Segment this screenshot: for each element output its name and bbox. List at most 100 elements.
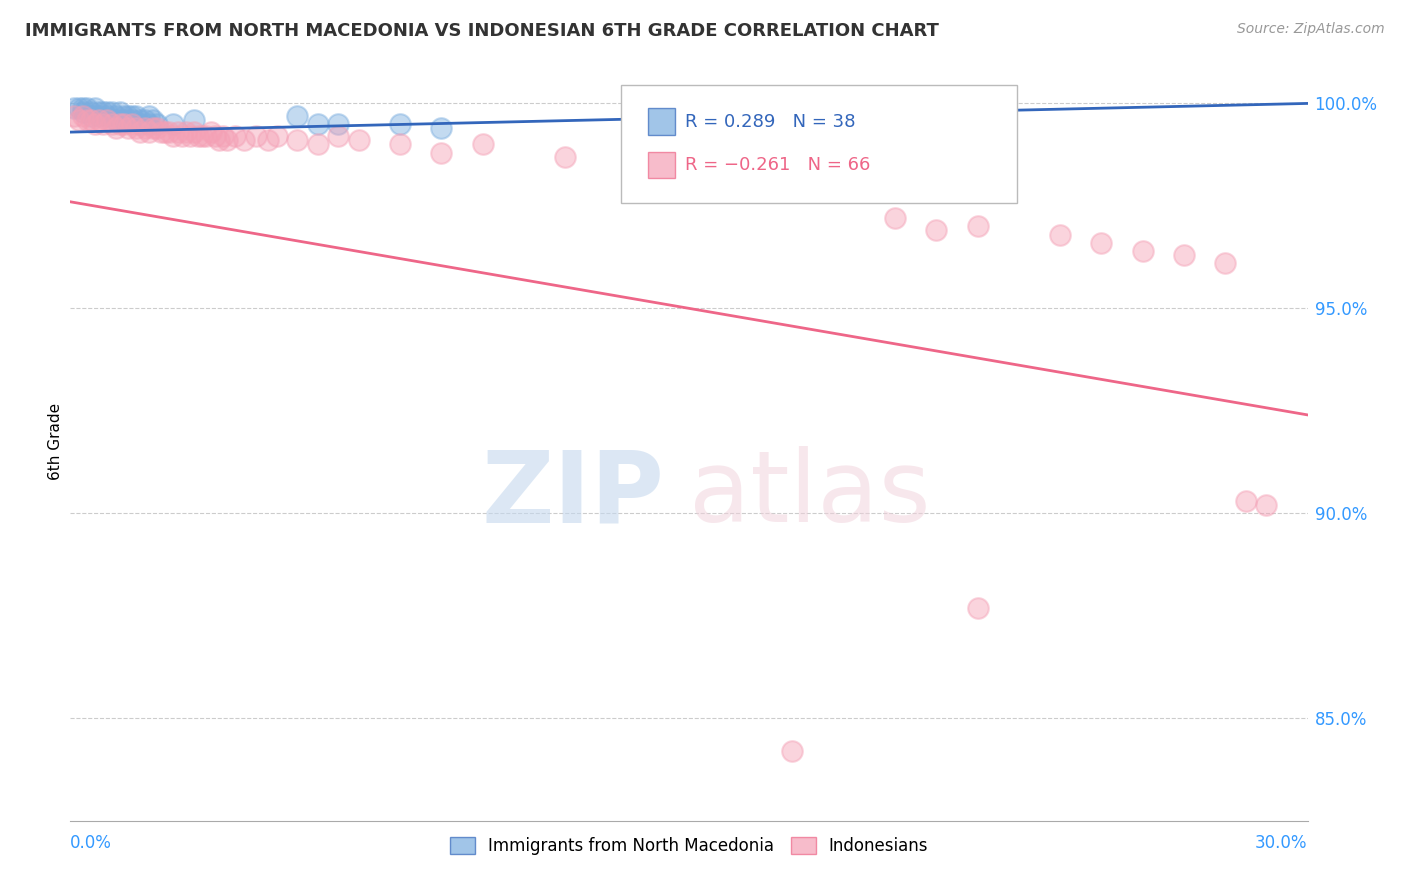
Point bbox=[104, 112, 127, 127]
Text: R = −0.261   N = 66: R = −0.261 N = 66 bbox=[685, 156, 870, 174]
Point bbox=[142, 112, 165, 127]
Point bbox=[121, 117, 143, 131]
Point bbox=[96, 109, 118, 123]
Point bbox=[166, 125, 188, 139]
Point bbox=[200, 125, 222, 139]
Legend: Immigrants from North Macedonia, Indonesians: Immigrants from North Macedonia, Indones… bbox=[443, 830, 935, 862]
Point bbox=[162, 117, 184, 131]
Text: atlas: atlas bbox=[689, 446, 931, 543]
Point bbox=[129, 112, 152, 127]
FancyBboxPatch shape bbox=[648, 108, 675, 135]
Point bbox=[884, 211, 907, 226]
Point bbox=[96, 112, 118, 127]
Point bbox=[245, 129, 267, 144]
FancyBboxPatch shape bbox=[648, 152, 675, 178]
Point bbox=[91, 117, 114, 131]
Point bbox=[108, 104, 131, 119]
Point bbox=[285, 109, 308, 123]
Point bbox=[72, 104, 94, 119]
Point bbox=[104, 121, 127, 136]
Point bbox=[718, 145, 741, 160]
Point bbox=[89, 104, 111, 119]
Point bbox=[91, 104, 114, 119]
Point bbox=[157, 125, 180, 139]
Y-axis label: 6th Grade: 6th Grade bbox=[48, 403, 63, 480]
Point bbox=[925, 223, 948, 237]
Point bbox=[389, 137, 412, 152]
Point bbox=[637, 104, 659, 119]
Point bbox=[1090, 235, 1112, 250]
Point bbox=[63, 101, 86, 115]
Point bbox=[138, 117, 160, 131]
Point bbox=[142, 121, 165, 136]
Point bbox=[84, 101, 107, 115]
Point bbox=[117, 121, 139, 136]
Point bbox=[471, 137, 494, 152]
Point bbox=[212, 129, 235, 144]
Point bbox=[112, 109, 135, 123]
Point bbox=[1132, 244, 1154, 258]
Point bbox=[966, 600, 988, 615]
Point bbox=[187, 129, 209, 144]
Point bbox=[67, 112, 90, 127]
Point bbox=[72, 109, 94, 123]
Text: 30.0%: 30.0% bbox=[1256, 834, 1308, 852]
Point bbox=[150, 125, 173, 139]
Text: 0.0%: 0.0% bbox=[70, 834, 112, 852]
Point bbox=[146, 121, 169, 136]
Point bbox=[257, 133, 280, 147]
Point bbox=[328, 129, 350, 144]
Point bbox=[134, 112, 156, 127]
Point bbox=[195, 129, 218, 144]
Point bbox=[179, 129, 201, 144]
Point bbox=[125, 109, 148, 123]
Point bbox=[112, 112, 135, 127]
Point bbox=[1234, 494, 1257, 508]
Text: ZIP: ZIP bbox=[481, 446, 664, 543]
Point bbox=[307, 137, 329, 152]
Point bbox=[108, 117, 131, 131]
Text: R = 0.289   N = 38: R = 0.289 N = 38 bbox=[685, 112, 856, 130]
Point bbox=[121, 112, 143, 127]
Point bbox=[204, 129, 226, 144]
Point bbox=[170, 129, 193, 144]
Point bbox=[63, 109, 86, 123]
Point bbox=[224, 129, 246, 144]
Point bbox=[801, 150, 824, 164]
Point bbox=[153, 125, 176, 139]
Text: Source: ZipAtlas.com: Source: ZipAtlas.com bbox=[1237, 22, 1385, 37]
Point bbox=[72, 101, 94, 115]
Point bbox=[174, 125, 197, 139]
FancyBboxPatch shape bbox=[621, 85, 1017, 202]
Point bbox=[80, 112, 103, 127]
Point bbox=[96, 104, 118, 119]
Text: IMMIGRANTS FROM NORTH MACEDONIA VS INDONESIAN 6TH GRADE CORRELATION CHART: IMMIGRANTS FROM NORTH MACEDONIA VS INDON… bbox=[25, 22, 939, 40]
Point bbox=[232, 133, 254, 147]
Point bbox=[183, 125, 205, 139]
Point bbox=[134, 121, 156, 136]
Point bbox=[129, 117, 152, 131]
Point bbox=[80, 104, 103, 119]
Point bbox=[76, 101, 98, 115]
Point bbox=[307, 117, 329, 131]
Point bbox=[117, 109, 139, 123]
Point bbox=[1049, 227, 1071, 242]
Point bbox=[100, 104, 122, 119]
Point bbox=[146, 117, 169, 131]
Point bbox=[84, 117, 107, 131]
Point bbox=[1173, 248, 1195, 262]
Point bbox=[89, 112, 111, 127]
Point bbox=[162, 129, 184, 144]
Point bbox=[138, 109, 160, 123]
Point bbox=[328, 117, 350, 131]
Point bbox=[104, 109, 127, 123]
Point bbox=[266, 129, 288, 144]
Point bbox=[966, 219, 988, 234]
Point bbox=[121, 109, 143, 123]
Point bbox=[208, 133, 231, 147]
Point bbox=[76, 112, 98, 127]
Point bbox=[430, 145, 453, 160]
Point bbox=[67, 101, 90, 115]
Point bbox=[780, 744, 803, 758]
Point bbox=[125, 121, 148, 136]
